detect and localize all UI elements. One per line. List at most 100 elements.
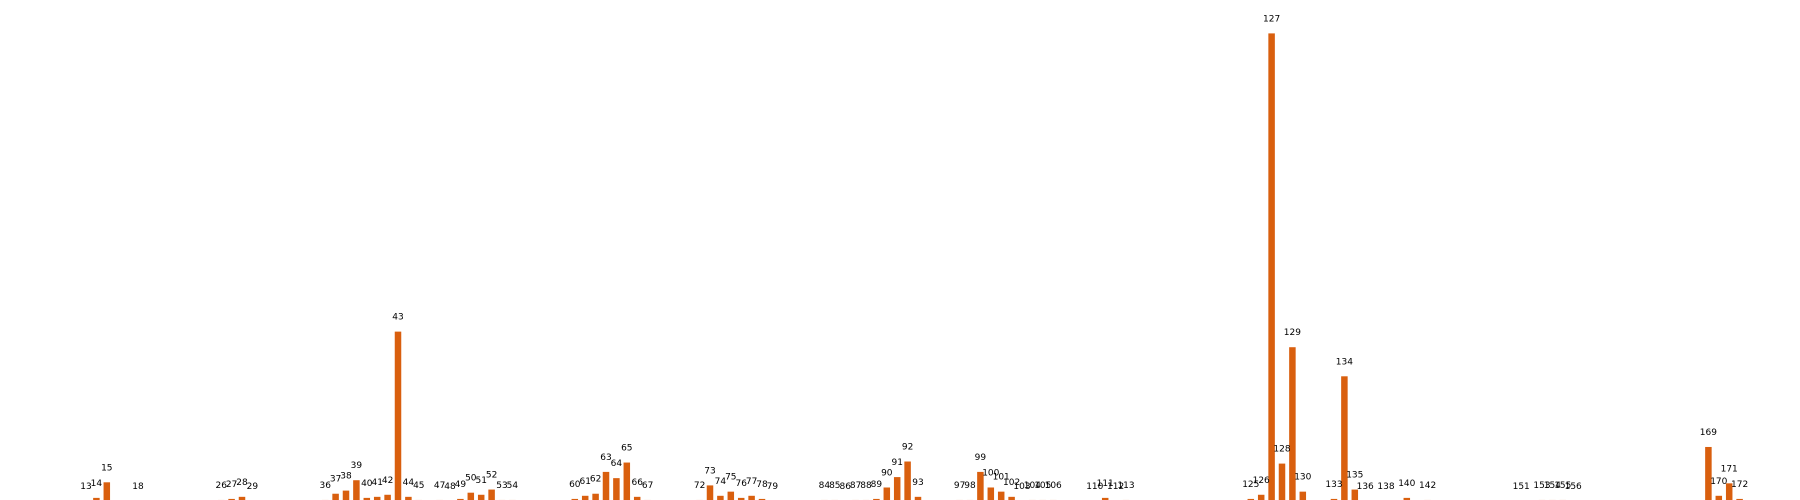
bar-101 [997, 491, 1005, 500]
bar-label-87: 87 [850, 481, 861, 491]
bar-label-92: 92 [902, 443, 913, 453]
bar-label-79: 79 [767, 482, 779, 492]
bar-label-61: 61 [579, 477, 590, 487]
bar-label-14: 14 [91, 479, 103, 489]
bar-111 [1101, 497, 1109, 500]
bar-92 [904, 461, 911, 500]
bar-40 [363, 497, 371, 500]
bar-76 [737, 497, 745, 500]
bar-label-151: 151 [1513, 482, 1530, 492]
bar-label-128: 128 [1273, 445, 1290, 455]
bar-label-84: 84 [819, 481, 831, 491]
bar-label-155: 155 [1554, 481, 1571, 491]
bar-label-50: 50 [465, 474, 477, 484]
bar-102 [1008, 496, 1015, 500]
bar-label-112: 112 [1107, 482, 1124, 492]
bar-133 [1330, 498, 1338, 500]
bar-label-63: 63 [600, 453, 611, 463]
bar-label-39: 39 [351, 461, 363, 471]
bar-group [93, 33, 1743, 500]
bar-label-130: 130 [1294, 473, 1311, 483]
bar-93 [914, 496, 922, 500]
bar-label-65: 65 [621, 444, 632, 454]
bar-label-169: 169 [1700, 428, 1717, 438]
bar-129 [1289, 347, 1296, 500]
bar-label-88: 88 [860, 481, 872, 491]
bar-50 [467, 492, 475, 500]
bar-label-76: 76 [735, 479, 747, 489]
bar-90 [883, 487, 891, 500]
bar-label-105: 105 [1034, 481, 1051, 491]
bar-label-104: 104 [1024, 481, 1041, 491]
bar-172 [1736, 498, 1743, 500]
bar-74 [717, 495, 724, 500]
bar-62 [592, 493, 599, 500]
bar-label-154: 154 [1544, 481, 1561, 491]
bar-44 [405, 496, 412, 500]
bar-label-51: 51 [475, 476, 486, 486]
bar-label-75: 75 [725, 473, 736, 483]
bar-label-37: 37 [330, 475, 341, 485]
bar-label-142: 142 [1419, 481, 1436, 491]
bar-73 [706, 485, 714, 500]
bar-63 [602, 471, 610, 500]
bar-label-172: 172 [1731, 480, 1748, 490]
bar-label-138: 138 [1377, 482, 1394, 492]
bar-39 [353, 480, 360, 500]
bar-label-135: 135 [1346, 471, 1363, 481]
bar-130 [1299, 491, 1307, 500]
bar-27 [228, 498, 235, 500]
bar-label-43: 43 [392, 313, 403, 323]
bar-label-44: 44 [403, 478, 415, 488]
bar-label-127: 127 [1263, 14, 1280, 24]
bar-label-52: 52 [486, 471, 497, 481]
bar-label-156: 156 [1565, 482, 1582, 492]
bar-169 [1705, 446, 1712, 500]
bar-49 [457, 498, 464, 500]
bar-label-113: 113 [1117, 481, 1134, 491]
bar-label-42: 42 [382, 476, 393, 486]
bar-37 [332, 493, 339, 500]
bar-label-86: 86 [839, 482, 851, 492]
bar-label-98: 98 [964, 481, 976, 491]
bar-42 [384, 494, 391, 500]
bar-28 [238, 496, 246, 500]
bar-38 [342, 490, 350, 500]
bar-41 [373, 496, 381, 500]
bar-label-29: 29 [247, 482, 259, 492]
bar-label-101: 101 [993, 473, 1010, 483]
bar-label-85: 85 [829, 481, 840, 491]
bar-label-140: 140 [1398, 479, 1415, 489]
bar-140 [1403, 497, 1411, 500]
bar-127 [1268, 33, 1275, 500]
bar-99 [977, 471, 984, 500]
bar-label-97: 97 [954, 481, 965, 491]
bar-label-74: 74 [715, 477, 727, 487]
bar-51 [477, 494, 485, 500]
bar-label-49: 49 [455, 480, 467, 490]
bar-label-102: 102 [1003, 478, 1020, 488]
bar-75 [727, 491, 735, 500]
bar-134 [1341, 376, 1348, 500]
bar-label-170: 170 [1710, 477, 1727, 487]
bar-label-100: 100 [982, 468, 999, 478]
bar-100 [987, 487, 995, 500]
bar-label-54: 54 [507, 481, 519, 491]
bar-label-26: 26 [215, 481, 227, 491]
bar-label-60: 60 [569, 480, 581, 490]
bar-label-45: 45 [413, 481, 424, 491]
bar-label-66: 66 [631, 478, 643, 488]
bar-14 [93, 497, 100, 500]
bar-label-13: 13 [80, 482, 91, 492]
bar-64 [613, 478, 620, 500]
bar-43 [394, 331, 402, 500]
bar-label-53: 53 [496, 481, 507, 491]
bar-label-129: 129 [1284, 328, 1301, 338]
bar-label-125: 125 [1242, 480, 1259, 490]
bar-label-27: 27 [226, 480, 237, 490]
bar-label-89: 89 [871, 480, 883, 490]
bar-label-64: 64 [611, 459, 623, 469]
bar-65 [623, 462, 631, 500]
